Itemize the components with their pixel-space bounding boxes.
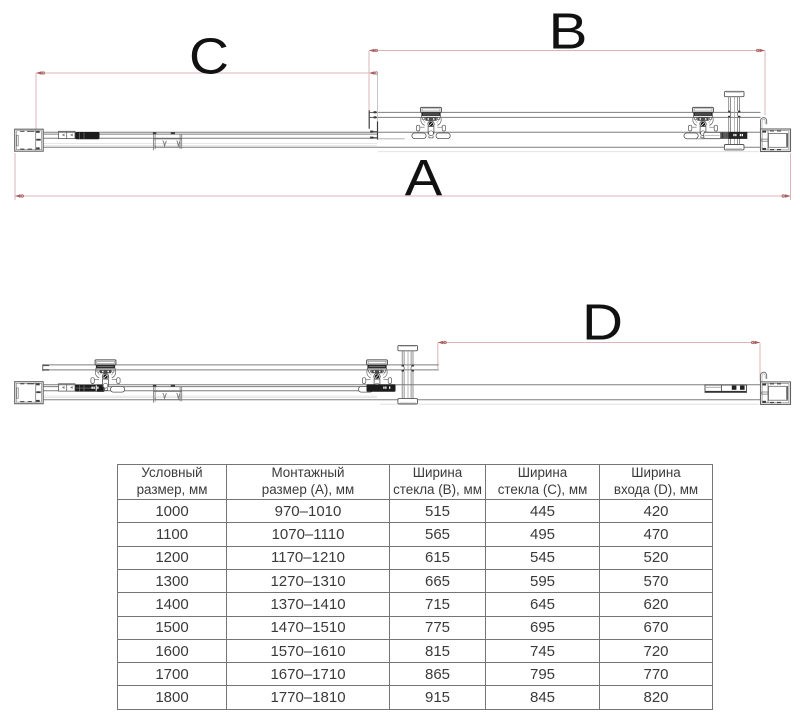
svg-text:A: A <box>405 150 443 207</box>
svg-text:C: C <box>189 28 229 85</box>
svg-text:D: D <box>582 294 623 351</box>
svg-text:B: B <box>549 3 588 60</box>
